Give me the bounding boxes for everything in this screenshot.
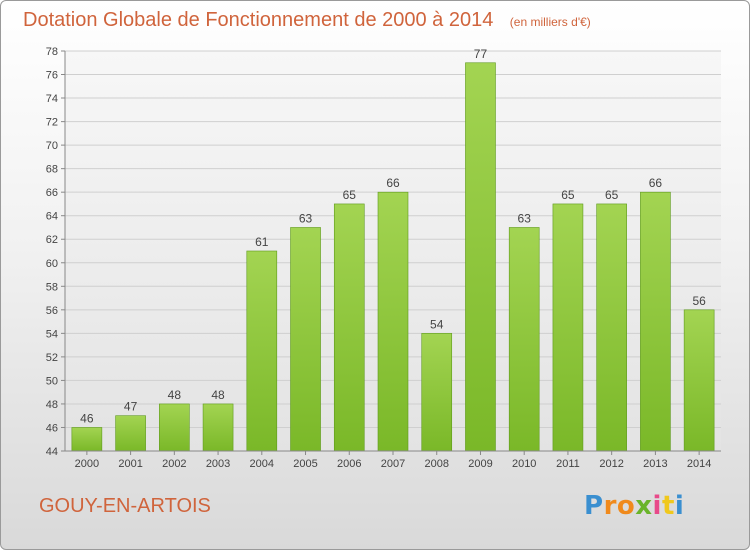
bar-value-label: 66 — [386, 176, 400, 190]
bar-value-label: 77 — [474, 47, 488, 61]
brand-letter: P — [584, 491, 604, 521]
bar — [290, 227, 321, 452]
bars: 46 47 48 48 61 63 65 66 54 77 63 65 65 66 56 — [71, 47, 715, 452]
axes: 44 46 48 50 52 54 56 58 60 62 64 66 68 70 72 74 76 78 2000… — [46, 46, 721, 470]
bar — [640, 191, 671, 452]
bar — [115, 415, 146, 452]
x-tick-label: 2009 — [468, 458, 492, 470]
bar-value-label: 48 — [168, 388, 182, 402]
x-tick-label: 2006 — [337, 458, 361, 470]
bar-value-label: 46 — [80, 411, 94, 425]
bar-value-label: 65 — [561, 188, 575, 202]
title-row: Dotation Globale de Fonctionnement de 20… — [23, 9, 591, 32]
y-tick-label: 74 — [46, 93, 58, 105]
x-tick-label: 2005 — [293, 458, 317, 470]
town-name: GOUY-EN-ARTOIS — [39, 495, 211, 517]
x-tick-label: 2004 — [250, 458, 274, 470]
x-tick-label: 2012 — [599, 458, 623, 470]
chart-unit-note: (en milliers d'€) — [509, 15, 591, 29]
x-tick-label: 2002 — [162, 458, 186, 470]
y-tick-label: 56 — [46, 305, 58, 317]
bar-value-label: 47 — [124, 400, 138, 414]
bar — [333, 203, 365, 452]
brand-letter: x — [635, 491, 653, 521]
bar-value-label: 66 — [649, 176, 663, 190]
x-tick-label: 2007 — [381, 458, 405, 470]
brand-letter: t — [661, 491, 675, 521]
bar — [465, 62, 496, 452]
bar — [246, 250, 278, 452]
y-tick-label: 46 — [46, 422, 58, 434]
y-tick-label: 54 — [46, 328, 58, 340]
bar-value-label: 63 — [299, 211, 313, 225]
brand-letter: i — [674, 491, 685, 521]
bar-value-label: 54 — [430, 317, 444, 331]
bar-value-label: 48 — [211, 388, 225, 402]
bar — [508, 227, 540, 452]
y-tick-label: 72 — [46, 117, 58, 129]
y-tick-label: 64 — [46, 211, 58, 223]
y-tick-label: 52 — [46, 352, 58, 364]
y-tick-label: 78 — [46, 46, 58, 58]
bar-value-label: 61 — [255, 235, 269, 249]
bar — [159, 403, 190, 452]
brand-letter: i — [652, 491, 662, 521]
x-tick-label: 2001 — [118, 458, 142, 470]
y-tick-label: 62 — [46, 234, 58, 246]
x-tick-label: 2014 — [687, 458, 711, 470]
bar — [202, 403, 234, 452]
brand-letter: o — [616, 491, 636, 521]
y-tick-label: 76 — [46, 70, 58, 82]
x-tick-label: 2000 — [75, 458, 99, 470]
bar-value-label: 63 — [518, 211, 532, 225]
bar — [683, 309, 715, 452]
bar — [552, 203, 584, 452]
proxiti-logo[interactable]: Proxiti — [584, 491, 684, 521]
y-tick-label: 66 — [46, 187, 58, 199]
bar-value-label: 65 — [605, 188, 619, 202]
bar-value-label: 56 — [692, 294, 706, 308]
y-tick-label: 70 — [46, 140, 58, 152]
bar-value-label: 65 — [343, 188, 357, 202]
x-tick-label: 2010 — [512, 458, 536, 470]
bar — [596, 203, 627, 452]
y-tick-label: 60 — [46, 258, 58, 270]
y-tick-label: 58 — [46, 281, 58, 293]
y-tick-label: 68 — [46, 164, 58, 176]
y-tick-label: 44 — [46, 446, 58, 458]
y-tick-label: 48 — [46, 399, 58, 411]
x-tick-label: 2011 — [556, 458, 580, 470]
chart-title: Dotation Globale de Fonctionnement de 20… — [23, 9, 494, 31]
brand-letter: r — [603, 491, 617, 521]
y-tick-label: 50 — [46, 375, 58, 387]
bar — [71, 427, 103, 452]
bar — [377, 191, 409, 452]
x-tick-label: 2008 — [424, 458, 448, 470]
x-tick-label: 2003 — [206, 458, 230, 470]
bar — [421, 333, 453, 452]
x-tick-label: 2013 — [643, 458, 667, 470]
